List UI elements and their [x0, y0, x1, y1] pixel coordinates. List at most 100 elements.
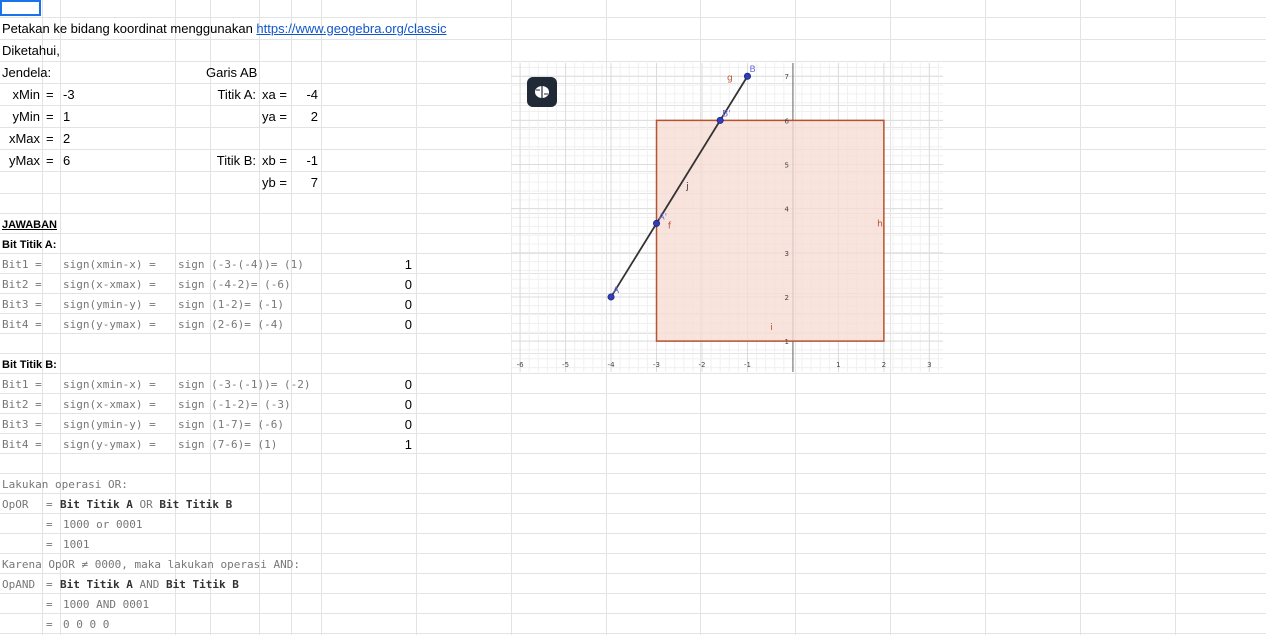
- clip-window-rect: [655, 119, 885, 342]
- point-b-label: Titik B:: [216, 153, 256, 168]
- xmin-value[interactable]: -3: [63, 87, 75, 102]
- bit-a-row-name: Bit4 =: [2, 318, 42, 331]
- and-line2: 1000 AND 0001: [63, 598, 150, 611]
- bit-b-row-value[interactable]: 0: [404, 417, 412, 432]
- bit-a-row-calc: sign (-4-2)= (-6): [178, 278, 291, 291]
- bit-a-row-name: Bit2 =: [2, 278, 42, 291]
- xa-label: xa =: [262, 87, 287, 102]
- bit-a-row-formula: sign(ymin-y) =: [63, 298, 156, 311]
- bit-b-row-formula: sign(xmin-x) =: [63, 378, 156, 391]
- x-tick-label: 3: [927, 361, 931, 369]
- ymax-value[interactable]: 6: [63, 153, 71, 168]
- bits-b-title: Bit Titik B:: [2, 359, 57, 371]
- graph-canvas[interactable]: g h f i j -6 -5 -4 -3 -2 -1 1 2 3 1 2 3 4 5 6 7 A B A' B': [511, 63, 943, 372]
- intro-row: Petakan ke bidang koordinat menggunakan …: [2, 19, 446, 39]
- or-expression: Bit Titik A OR Bit Titik B: [60, 495, 232, 515]
- and-expression: Bit Titik A AND Bit Titik B: [60, 575, 239, 595]
- edge-label-f: f: [668, 222, 672, 232]
- bit-a-row-name: Bit1 =: [2, 258, 42, 271]
- bit-b-row-name: Bit3 =: [2, 418, 42, 431]
- and-operand-b: Bit Titik B: [165, 578, 239, 591]
- brain-icon: [535, 86, 549, 98]
- y-tick-label: 6: [784, 117, 789, 125]
- point-label-Aprime: A': [659, 212, 668, 222]
- graph-menu-button[interactable]: [527, 77, 557, 107]
- point-Bprime: [716, 116, 724, 124]
- bit-b-row-value[interactable]: 0: [404, 397, 412, 412]
- edge-label-i: i: [770, 323, 773, 333]
- yb-value[interactable]: 7: [310, 175, 318, 190]
- bit-b-row-calc: sign (1-7)= (-6): [178, 418, 284, 431]
- xb-label: xb =: [262, 153, 287, 168]
- and-label: OpAND: [2, 578, 36, 591]
- x-tick-label: -4: [608, 361, 616, 369]
- bit-b-row-formula: sign(y-ymax) =: [63, 438, 156, 451]
- geogebra-link[interactable]: https://www.geogebra.org/classic: [256, 21, 447, 36]
- ymin-label: yMin: [12, 109, 40, 124]
- xmin-eq: =: [46, 87, 54, 102]
- x-tick-label: -5: [562, 361, 569, 369]
- or-intro: Lakukan operasi OR:: [2, 478, 128, 491]
- ya-value[interactable]: 2: [310, 109, 318, 124]
- bit-b-row-value[interactable]: 1: [404, 437, 412, 452]
- bit-a-row-value[interactable]: 0: [404, 317, 412, 332]
- xmax-eq: =: [46, 131, 54, 146]
- or-operand-a: Bit Titik A: [60, 498, 133, 511]
- point-a-label: Titik A:: [217, 87, 256, 102]
- point-label-B: B: [749, 65, 755, 75]
- y-tick-label: 7: [784, 73, 788, 81]
- or-line2: 1000 or 0001: [63, 518, 143, 531]
- edge-label-h: h: [877, 219, 883, 229]
- bit-b-row-calc: sign (-3-(-1))= (-2): [178, 378, 311, 391]
- or-eq-3: =: [46, 538, 53, 551]
- intro-text: Petakan ke bidang koordinat menggunakan: [2, 21, 257, 36]
- xmax-label: xMax: [8, 131, 40, 146]
- point-label-A: A: [613, 286, 620, 296]
- bit-a-row-value[interactable]: 0: [404, 297, 412, 312]
- x-tick-label: -3: [653, 361, 660, 369]
- answer-heading: JAWABAN: [2, 219, 58, 231]
- y-tick-label: 3: [784, 250, 788, 258]
- ymin-value[interactable]: 1: [63, 109, 71, 124]
- and-operand-a: Bit Titik A: [60, 578, 133, 591]
- bit-b-row-value[interactable]: 0: [404, 377, 412, 392]
- selected-cell[interactable]: [0, 0, 41, 16]
- or-operator: OR: [139, 498, 153, 511]
- y-tick-label: 4: [784, 206, 789, 214]
- bit-a-row-value[interactable]: 1: [404, 257, 412, 272]
- bit-b-row-formula: sign(x-xmax) =: [63, 398, 156, 411]
- bits-a-title: Bit Titik A:: [2, 239, 57, 251]
- geogebra-graph[interactable]: g h f i j -6 -5 -4 -3 -2 -1 1 2 3 1 2 3 4 5 6 7 A B A' B': [511, 63, 943, 372]
- and-intro: Karena OpOR ≠ 0000, maka lakukan operasi…: [2, 558, 301, 571]
- and-eq-1: =: [46, 578, 53, 591]
- x-tick-label: -2: [698, 361, 705, 369]
- x-tick-label: -6: [517, 361, 525, 369]
- xmax-value[interactable]: 2: [63, 131, 71, 146]
- or-eq-2: =: [46, 518, 53, 531]
- xb-value[interactable]: -1: [306, 153, 318, 168]
- ymax-label: yMax: [8, 153, 40, 168]
- bit-a-row-calc: sign (-3-(-4))= (1): [178, 258, 304, 271]
- bit-a-row-formula: sign(x-xmax) =: [63, 278, 156, 291]
- x-tick-label: -1: [744, 361, 751, 369]
- segment-ab: [610, 75, 749, 298]
- point-A: [607, 293, 615, 301]
- and-operator: AND: [139, 578, 160, 591]
- window-label: Jendela:: [2, 65, 52, 80]
- bit-b-row-calc: sign (-1-2)= (-3): [178, 398, 291, 411]
- xa-value[interactable]: -4: [306, 87, 318, 102]
- and-result: 0 0 0 0: [63, 618, 110, 631]
- y-tick-label: 2: [784, 294, 788, 302]
- or-result: 1001: [63, 538, 90, 551]
- x-tick-label: 1: [836, 361, 840, 369]
- point-B: [743, 72, 751, 80]
- line-label: Garis AB: [206, 65, 258, 80]
- bit-a-row-value[interactable]: 0: [404, 277, 412, 292]
- ymax-eq: =: [46, 153, 54, 168]
- bit-a-row-calc: sign (1-2)= (-1): [178, 298, 284, 311]
- bit-b-row-name: Bit2 =: [2, 398, 42, 411]
- y-tick-label: 1: [784, 338, 788, 346]
- yb-label: yb =: [262, 175, 287, 190]
- bit-b-row-name: Bit4 =: [2, 438, 42, 451]
